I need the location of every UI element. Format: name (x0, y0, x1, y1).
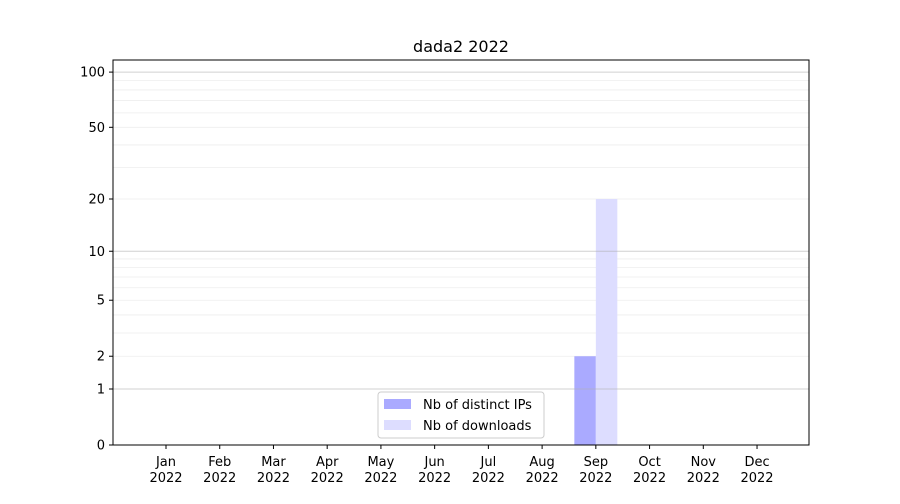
x-tick-label: 2022 (311, 471, 344, 486)
y-tick-label: 20 (88, 193, 105, 208)
x-tick-label: 2022 (579, 471, 612, 486)
x-tick-label: 2022 (633, 471, 666, 486)
x-tick-label: 2022 (472, 471, 505, 486)
legend-label-ips: Nb of distinct IPs (423, 398, 532, 413)
y-tick-label: 100 (80, 66, 105, 81)
legend-swatch-downloads (384, 420, 411, 430)
y-tick-label: 50 (88, 121, 105, 136)
x-tick-label: 2022 (203, 471, 236, 486)
y-tick-label: 5 (97, 294, 105, 309)
bar-distinct-ips (574, 356, 596, 445)
x-tick-label: Jan (155, 455, 176, 470)
chart-title: dada2 2022 (413, 37, 509, 56)
x-tick-label: 2022 (526, 471, 559, 486)
x-tick-label: Feb (208, 455, 231, 470)
bar-downloads (595, 199, 618, 445)
x-tick-label: Sep (584, 455, 609, 470)
legend-swatch-ips (384, 399, 411, 409)
x-tick-label: 2022 (364, 471, 397, 486)
x-tick-label: 2022 (418, 471, 451, 486)
x-tick-label: Jul (480, 455, 497, 470)
x-tick-label: Dec (744, 455, 769, 470)
x-tick-label: Jun (423, 455, 444, 470)
y-tick-label: 2 (97, 350, 105, 365)
y-tick-label: 1 (97, 382, 105, 397)
x-tick-label: 2022 (149, 471, 182, 486)
y-tick-label: 0 (97, 439, 105, 454)
legend: Nb of distinct IPs Nb of downloads (377, 391, 545, 439)
legend-label-downloads: Nb of downloads (423, 419, 532, 434)
x-tick-label: May (367, 455, 394, 470)
x-tick-label: Nov (691, 455, 717, 470)
plot-frame (112, 59, 810, 446)
x-tick-label: Mar (261, 455, 286, 470)
y-tick-label: 10 (88, 245, 105, 260)
x-tick-label: Aug (529, 455, 554, 470)
x-tick-label: 2022 (740, 471, 773, 486)
x-tick-label: 2022 (257, 471, 290, 486)
x-tick-label: Apr (316, 455, 339, 470)
legend-box (377, 391, 545, 439)
x-tick-label: Oct (638, 455, 660, 470)
x-tick-label: 2022 (687, 471, 720, 486)
